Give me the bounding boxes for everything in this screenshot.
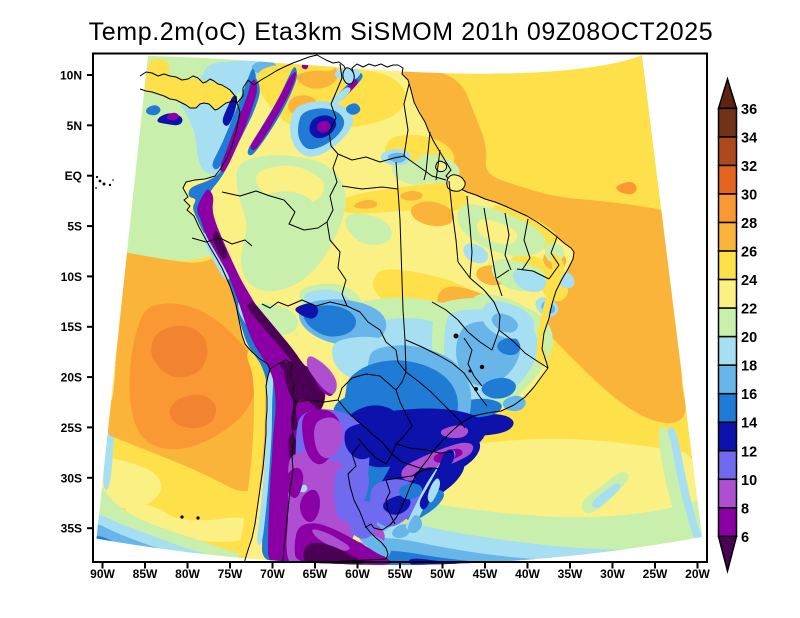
svg-text:26: 26 <box>741 245 757 261</box>
svg-text:30S: 30S <box>61 471 82 485</box>
svg-text:6: 6 <box>741 530 749 546</box>
svg-text:70W: 70W <box>260 567 285 581</box>
svg-text:30: 30 <box>741 188 757 204</box>
svg-text:80W: 80W <box>175 567 200 581</box>
svg-text:65W: 65W <box>303 567 328 581</box>
svg-text:40W: 40W <box>515 567 540 581</box>
svg-text:35S: 35S <box>61 522 82 536</box>
svg-text:25S: 25S <box>61 421 82 435</box>
svg-text:Temp.2m(oC) Eta3km SiSMOM 201h: Temp.2m(oC) Eta3km SiSMOM 201h 09Z08OCT2… <box>89 18 714 46</box>
svg-text:36: 36 <box>741 102 757 118</box>
svg-text:25W: 25W <box>643 567 668 581</box>
svg-text:34: 34 <box>741 130 757 146</box>
svg-text:60W: 60W <box>345 567 370 581</box>
svg-text:8: 8 <box>741 501 749 517</box>
svg-text:90W: 90W <box>90 567 115 581</box>
svg-text:30W: 30W <box>600 567 625 581</box>
svg-text:20S: 20S <box>61 371 82 385</box>
svg-text:32: 32 <box>741 159 757 175</box>
svg-text:14: 14 <box>741 416 757 432</box>
svg-text:20W: 20W <box>685 567 710 581</box>
svg-text:35W: 35W <box>558 567 583 581</box>
svg-text:50W: 50W <box>430 567 455 581</box>
svg-text:45W: 45W <box>473 567 498 581</box>
svg-text:10: 10 <box>741 473 757 489</box>
svg-text:28: 28 <box>741 216 757 232</box>
svg-text:EQ: EQ <box>65 169 82 183</box>
svg-text:85W: 85W <box>133 567 158 581</box>
svg-text:10S: 10S <box>61 270 82 284</box>
svg-text:12: 12 <box>741 444 757 460</box>
svg-text:15S: 15S <box>61 320 82 334</box>
svg-text:55W: 55W <box>388 567 413 581</box>
svg-text:75W: 75W <box>218 567 243 581</box>
svg-text:24: 24 <box>741 273 757 289</box>
svg-text:20: 20 <box>741 330 757 346</box>
svg-text:10N: 10N <box>60 69 82 83</box>
svg-text:16: 16 <box>741 387 757 403</box>
svg-text:5S: 5S <box>67 220 82 234</box>
svg-text:18: 18 <box>741 359 757 375</box>
svg-text:22: 22 <box>741 302 757 318</box>
svg-text:5N: 5N <box>67 119 82 133</box>
